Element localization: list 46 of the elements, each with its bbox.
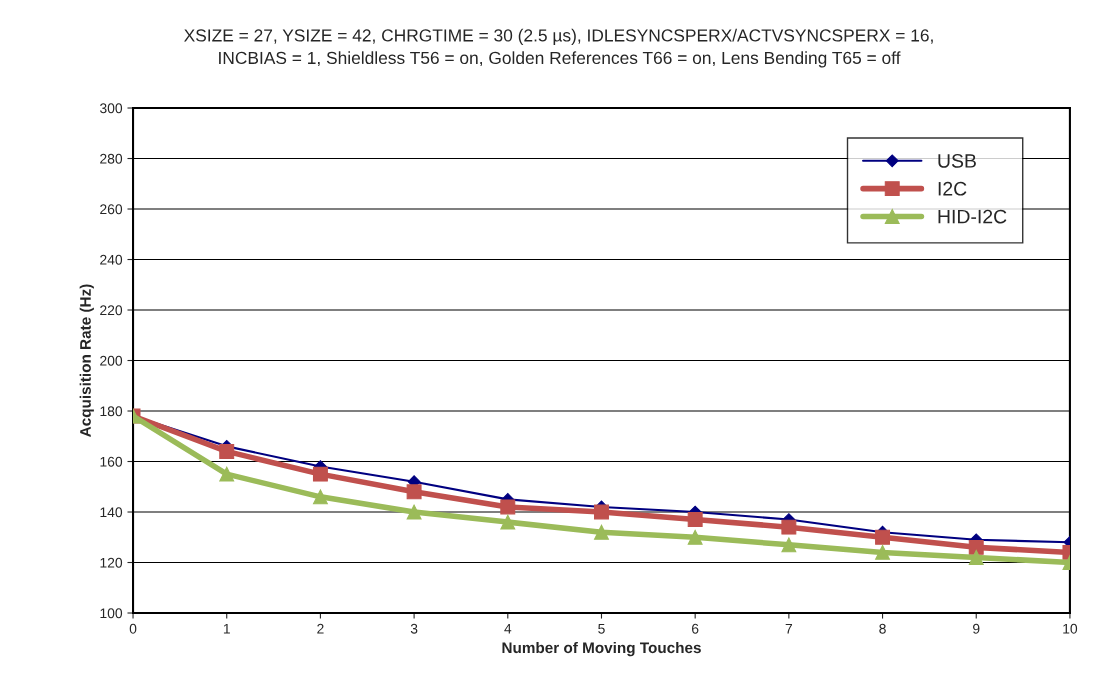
point [406, 504, 422, 520]
y-tick-label: 220 [100, 305, 123, 316]
y-tick-label: 260 [100, 204, 123, 215]
y-tick-label: 200 [100, 355, 123, 366]
x-tick-label: 9 [973, 623, 980, 634]
y-tick-label: 100 [100, 608, 123, 619]
point [781, 519, 797, 535]
point [687, 512, 703, 528]
legend-label: USB [938, 154, 976, 168]
point [968, 539, 984, 555]
point [312, 489, 328, 505]
point [312, 466, 328, 482]
x-tick-label: 0 [129, 623, 137, 634]
legend-label: I2C [938, 181, 967, 196]
y-axis-title: Acquisition Rate (Hz) [79, 284, 94, 437]
x-tick-label: 4 [504, 623, 512, 634]
point [687, 529, 703, 545]
y-tick-label: 280 [100, 153, 123, 164]
point [875, 544, 891, 560]
point [500, 499, 516, 515]
y-tick-label: 240 [100, 254, 123, 265]
point [968, 549, 984, 565]
point [875, 529, 891, 545]
y-tick-label: 160 [100, 456, 123, 467]
point [219, 466, 235, 482]
point [594, 504, 609, 520]
x-tick-label: 5 [598, 623, 605, 634]
x-axis-title: Number of Moving Touches [502, 641, 701, 657]
point [594, 524, 609, 540]
point [406, 484, 422, 500]
x-tick-label: 7 [785, 623, 793, 634]
point [781, 537, 797, 553]
legend-label: HID-I2C [938, 209, 1007, 224]
x-tick-label: 6 [692, 623, 699, 634]
x-tick-label: 3 [410, 623, 418, 634]
point [500, 514, 516, 530]
x-tick-label: 10 [1063, 623, 1078, 634]
y-tick-label: 120 [100, 557, 123, 568]
x-tick-label: 1 [223, 623, 230, 634]
y-tick-label: 180 [100, 406, 123, 417]
x-tick-label: 2 [317, 623, 324, 634]
y-tick-label: 300 [99, 103, 123, 114]
point [219, 443, 235, 459]
y-tick-label: 140 [100, 507, 123, 518]
x-tick-label: 8 [879, 623, 886, 634]
chart-title: XSIZE = 27, YSIZE = 42, CHRGTIME = 30 (2.5 µs), IDLESYNCSPERX/ACTVSYNCSPERX = 16, INCBIAS = 1, Shieldless T56 = on, Golden References T66 = on, Lens Bending T65 = off [184, 28, 933, 68]
